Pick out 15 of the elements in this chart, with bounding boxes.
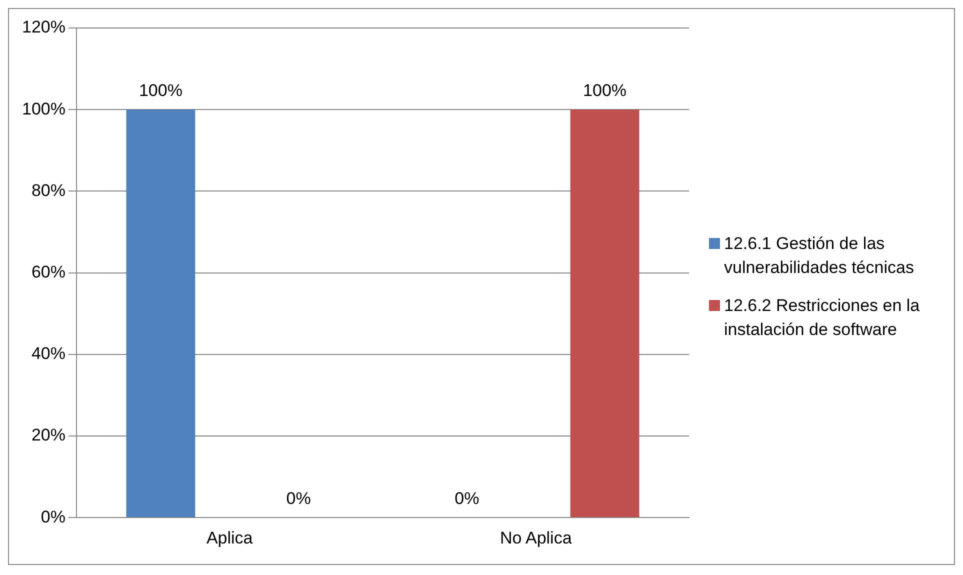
text: 0%: [286, 488, 311, 508]
text: 100%: [583, 80, 627, 100]
y-tick-label: 100%: [22, 98, 66, 118]
y-tick-label: 40%: [31, 344, 66, 363]
y-tick-label: 0%: [40, 506, 66, 526]
x-tick-label: No Aplica: [500, 528, 572, 547]
text: 0%: [454, 488, 480, 508]
x-tick-label: Aplica: [206, 528, 254, 547]
legend-label: 12.6.2 Restricciones en la instalación de software: [724, 294, 921, 340]
legend-label: 12.6.1 Gestión de las vulnerabilidades técnicas: [724, 232, 915, 278]
y-tick-label: 80%: [31, 180, 66, 200]
y-tick-label: 60%: [31, 262, 66, 281]
y-tick-label: 120%: [22, 17, 66, 36]
text: 100%: [138, 80, 182, 100]
y-tick-label: 20%: [31, 425, 66, 444]
